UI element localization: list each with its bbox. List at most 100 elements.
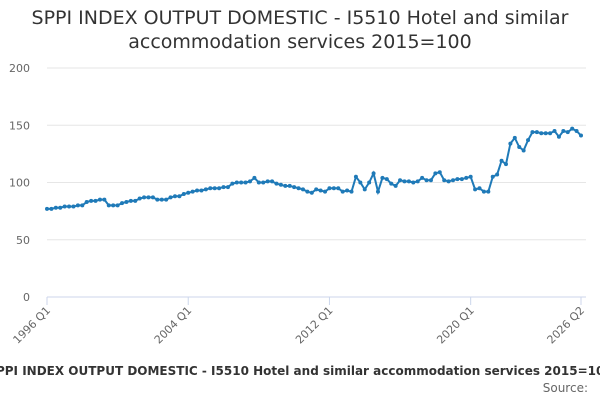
point <box>406 179 411 184</box>
point <box>300 187 305 192</box>
point <box>287 183 292 188</box>
point <box>517 145 522 150</box>
point <box>168 195 173 200</box>
point <box>349 189 354 194</box>
point <box>353 174 358 179</box>
point <box>212 186 217 191</box>
point <box>248 179 253 184</box>
point <box>411 180 416 185</box>
point <box>327 186 332 191</box>
point <box>93 198 98 203</box>
point <box>62 204 67 209</box>
point <box>261 180 266 185</box>
point <box>459 177 464 182</box>
legend-entry: SPPI INDEX OUTPUT DOMESTIC - I5510 Hotel… <box>0 364 600 378</box>
point <box>336 186 341 191</box>
point <box>115 203 120 208</box>
point <box>128 198 133 203</box>
point <box>534 130 539 135</box>
point <box>159 197 164 202</box>
point <box>530 130 535 135</box>
point <box>278 182 283 187</box>
point <box>384 177 389 182</box>
point <box>239 180 244 185</box>
y-tick-label: 150 <box>9 119 30 132</box>
y-tick-label: 0 <box>23 291 30 304</box>
point <box>155 197 160 202</box>
point <box>468 174 473 179</box>
point <box>84 199 89 204</box>
point <box>217 186 222 191</box>
point <box>579 133 583 138</box>
point <box>203 187 208 192</box>
point <box>142 195 147 200</box>
point <box>53 205 58 210</box>
point <box>433 171 438 176</box>
point <box>111 203 116 208</box>
point <box>481 189 486 194</box>
y-tick-label: 100 <box>9 177 30 190</box>
point <box>521 148 526 153</box>
point <box>318 188 323 193</box>
point <box>477 186 482 191</box>
point <box>309 190 314 195</box>
point <box>574 128 579 133</box>
point <box>362 187 367 192</box>
point <box>137 196 142 201</box>
point <box>49 206 54 211</box>
point <box>508 141 513 146</box>
y-tick-label: 200 <box>9 62 30 75</box>
point <box>230 181 235 186</box>
point <box>102 197 107 202</box>
point <box>398 178 403 183</box>
point <box>199 188 204 193</box>
point <box>526 138 531 143</box>
point <box>120 201 125 206</box>
point <box>552 128 557 133</box>
point <box>464 175 469 180</box>
point <box>415 179 420 184</box>
point <box>221 185 226 190</box>
point <box>486 189 491 194</box>
point <box>97 197 102 202</box>
point <box>512 135 517 140</box>
source: Source: <box>542 381 588 395</box>
point <box>402 179 407 184</box>
point <box>548 131 553 136</box>
point <box>389 181 394 186</box>
point <box>208 186 213 191</box>
point <box>543 131 548 136</box>
x-tick-label: 2012 Q1 <box>293 304 336 347</box>
line <box>47 127 582 210</box>
point <box>177 194 182 199</box>
point <box>190 189 195 194</box>
point <box>133 198 138 203</box>
point <box>442 178 447 183</box>
point <box>539 131 544 136</box>
point <box>195 188 200 193</box>
chart-title: SPPI INDEX OUTPUT DOMESTIC - I5510 Hotel… <box>31 7 569 53</box>
point <box>80 203 85 208</box>
point <box>565 130 570 135</box>
point <box>323 189 328 194</box>
point <box>71 204 76 209</box>
point <box>451 178 456 183</box>
point <box>424 178 429 183</box>
point <box>455 177 460 182</box>
point <box>274 181 279 186</box>
point <box>150 195 155 200</box>
point <box>181 191 186 196</box>
point <box>570 126 575 131</box>
point <box>314 187 319 192</box>
point <box>345 188 350 193</box>
point <box>270 179 275 184</box>
point <box>490 174 495 179</box>
point <box>45 206 49 211</box>
point <box>283 183 288 188</box>
point <box>367 180 372 185</box>
point <box>252 175 257 180</box>
point <box>375 189 380 194</box>
x-tick-label: 2026 Q2 <box>545 304 588 347</box>
